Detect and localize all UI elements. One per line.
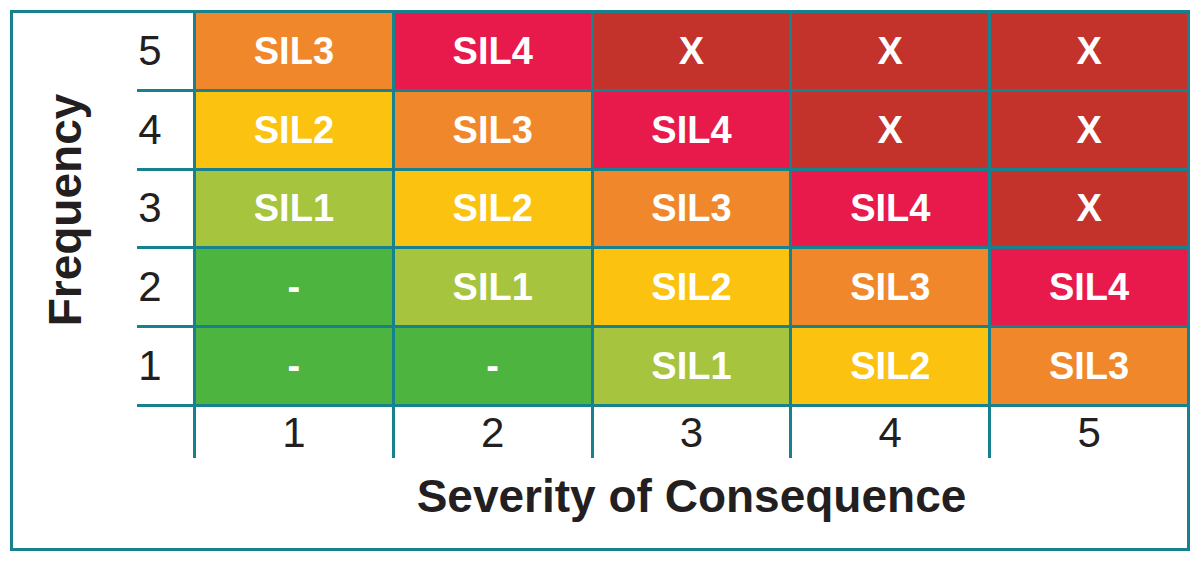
matrix-cell: SIL3 [395,92,591,168]
matrix-cell: - [196,249,392,325]
matrix-cell: SIL2 [594,249,790,325]
matrix-cell: SIL4 [792,171,988,247]
matrix-cell: X [594,13,790,89]
y-axis-tick-label: 3 [110,171,190,247]
matrix-cell: X [991,171,1187,247]
matrix-cell: - [395,328,591,404]
y-axis-tick-label: 5 [110,13,190,89]
risk-matrix-grid: SIL3SIL4XXXSIL2SIL3SIL4XXSIL1SIL2SIL3SIL… [193,10,1190,407]
matrix-cell: SIL3 [594,171,790,247]
tick-mark [137,168,196,171]
matrix-cell: - [196,328,392,404]
tick-mark [137,89,196,92]
matrix-cell: SIL1 [395,249,591,325]
matrix-cell: SIL1 [594,328,790,404]
x-axis-tick-label: 1 [196,407,392,459]
matrix-cell: SIL2 [395,171,591,247]
matrix-cell: SIL2 [196,92,392,168]
x-axis-tick-label: 3 [594,407,790,459]
x-axis-tick-label: 2 [395,407,591,459]
matrix-cell: SIL4 [594,92,790,168]
matrix-cell: X [792,13,988,89]
y-axis-tick-labels: 54321 [110,13,190,404]
y-axis-title: Frequency [43,10,87,410]
tick-mark [137,325,196,328]
matrix-cell: X [991,13,1187,89]
matrix-cell: SIL2 [792,328,988,404]
tick-mark [137,246,196,249]
y-axis-tick-label: 2 [110,249,190,325]
x-axis-tick-labels: 12345 [196,407,1187,459]
matrix-cell: SIL3 [991,328,1187,404]
matrix-cell: SIL1 [196,171,392,247]
y-axis-tick-label: 4 [110,92,190,168]
matrix-cell: SIL3 [196,13,392,89]
x-axis-title: Severity of Consequence [193,468,1190,524]
x-axis-tick-label: 5 [991,407,1187,459]
matrix-cell: SIL4 [991,249,1187,325]
matrix-cell: SIL4 [395,13,591,89]
matrix-cell: X [792,92,988,168]
y-axis-tick-label: 1 [110,328,190,404]
matrix-cell: SIL3 [792,249,988,325]
tick-mark [137,404,196,407]
x-axis-tick-label: 4 [792,407,988,459]
matrix-cell: X [991,92,1187,168]
